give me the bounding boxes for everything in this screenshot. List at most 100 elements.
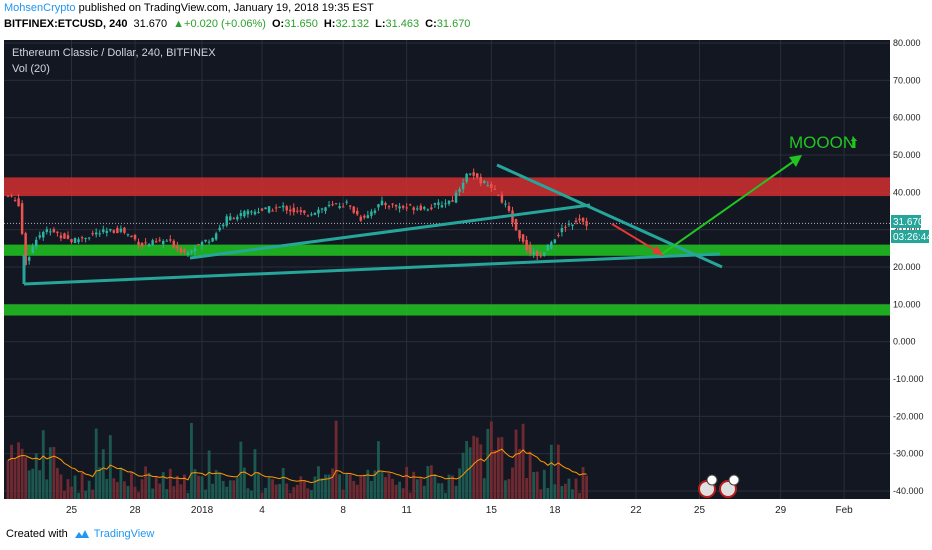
tradingview-link[interactable]: TradingView [93, 528, 155, 540]
volume-bar [412, 471, 416, 499]
volume-bar [415, 479, 419, 499]
volume-bar [200, 476, 204, 499]
candle-body [398, 206, 401, 209]
candle-body [133, 234, 137, 240]
volume-bar [186, 492, 190, 499]
volume-bar [154, 476, 158, 499]
volume-bar [380, 471, 384, 499]
open-label: O: [271, 18, 285, 30]
moon-arrowhead-icon [789, 155, 802, 167]
volume-bar [539, 489, 543, 499]
volume-bar [271, 479, 275, 499]
candle-body [151, 240, 154, 245]
volume-bar [486, 428, 490, 499]
volume-bar [496, 437, 500, 499]
volume-bar [288, 492, 292, 499]
low-label: L: [375, 18, 386, 30]
volume-bar [73, 475, 77, 499]
volume-bar [193, 469, 197, 499]
close-value: 31.670 [436, 18, 471, 30]
candle-body [504, 203, 507, 205]
notification-icon[interactable] [728, 474, 740, 486]
candle-body [546, 244, 550, 251]
x-tick-label: 2018 [191, 505, 214, 516]
candle-body [370, 211, 373, 216]
candle-body [483, 180, 486, 183]
price-chart[interactable]: Ethereum Classic / Dollar, 240, BITFINEX… [0, 37, 932, 525]
volume-bar [221, 480, 225, 499]
volume-bar [13, 457, 17, 499]
candle-body [6, 195, 10, 197]
candle-body [285, 206, 288, 211]
volume-bar [246, 488, 250, 499]
volume-bar [405, 466, 409, 499]
low-value: 31.463 [385, 18, 420, 30]
volume-bar [91, 489, 95, 499]
event-flags[interactable] [698, 474, 740, 498]
x-tick-label: 11 [401, 505, 412, 516]
volume-bar [55, 467, 59, 499]
candle-body [42, 231, 45, 238]
candle-body [80, 237, 84, 239]
volume-bar [214, 470, 218, 499]
candle-body [465, 173, 468, 182]
candle-body [253, 211, 257, 215]
candle-body [543, 252, 546, 256]
candle-body [324, 207, 327, 212]
symbol-label: BITFINEX:ETCUSD, 240 [4, 18, 128, 30]
volume-bar [535, 471, 539, 499]
notification-icon[interactable] [706, 474, 718, 486]
candle-body [514, 219, 518, 231]
ohlc-line: BITFINEX:ETCUSD, 240 31.670 ▲+0.020 (+0.06… [4, 18, 470, 30]
candle-body [239, 213, 243, 217]
candle-body [334, 203, 338, 205]
candle-body [94, 232, 98, 235]
volume-bar [564, 483, 567, 499]
volume-bar [45, 479, 49, 499]
candle-body [497, 194, 500, 196]
volume-bar [458, 468, 461, 499]
volume-bar [101, 449, 105, 499]
candle-body [260, 208, 264, 211]
chart-title: Ethereum Classic / Dollar, 240, BITFINEX [12, 47, 216, 59]
volume-bar [140, 479, 144, 499]
candle-body [98, 233, 101, 235]
volume-bar [165, 489, 169, 499]
candle-body [186, 252, 190, 256]
tradingview-logo-icon [74, 530, 89, 538]
volume-bar [281, 467, 285, 499]
volume-bar [369, 480, 373, 499]
candle-body [45, 229, 49, 232]
open-value: 31.650 [284, 18, 318, 30]
author-name[interactable]: MohsenCrypto [4, 2, 76, 14]
candle-body [52, 229, 56, 233]
candle-body [10, 195, 13, 197]
y-tick-label: 40.000 [893, 187, 921, 197]
volume-bar [179, 484, 183, 499]
candle-body [278, 206, 281, 208]
candle-body [486, 185, 490, 187]
volume-bar [504, 480, 507, 499]
candle-body [451, 200, 454, 202]
volume-bar [123, 481, 126, 499]
candle-body [338, 206, 341, 209]
candle-body [84, 237, 87, 239]
candle-body [257, 212, 260, 214]
volume-bar [6, 460, 10, 499]
y-tick-label: 20.000 [893, 262, 921, 272]
volume-bar [41, 430, 45, 499]
candle-body [289, 209, 292, 212]
candle-body [430, 207, 433, 210]
volume-bar [211, 483, 215, 499]
candle-body [317, 209, 320, 214]
candle-body [490, 183, 493, 189]
candle-body [197, 243, 200, 245]
candle-body [70, 239, 73, 243]
y-tick-label: -20.000 [893, 411, 924, 421]
candle-body [352, 206, 355, 213]
volume-bar [190, 422, 193, 499]
candle-body [345, 201, 348, 203]
volume-bar [447, 474, 451, 499]
volume-bar [257, 472, 260, 499]
candle-body [475, 173, 479, 178]
